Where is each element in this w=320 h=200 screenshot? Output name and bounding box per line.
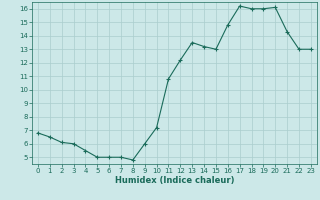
X-axis label: Humidex (Indice chaleur): Humidex (Indice chaleur) [115, 176, 234, 185]
